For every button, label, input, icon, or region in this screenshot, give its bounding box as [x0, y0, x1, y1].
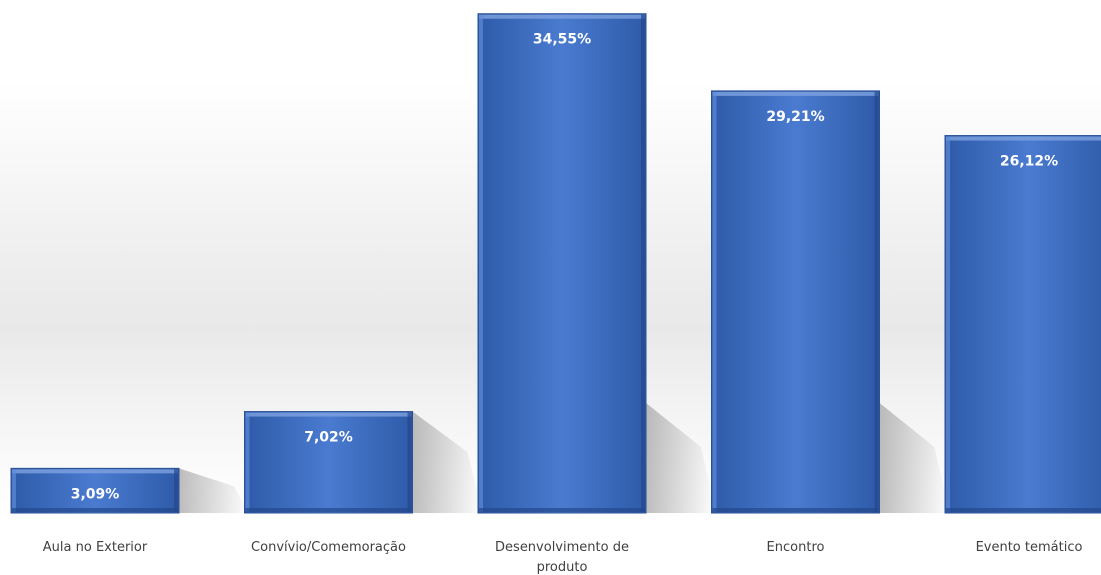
bar-2	[244, 411, 413, 514]
bar-1	[10, 467, 180, 514]
bar-5	[944, 135, 1101, 514]
category-label-3: Desenvolvimento de produto	[495, 540, 629, 575]
category-label-2: Convívio/Comemoração	[251, 540, 406, 555]
bar-3-shadow	[646, 403, 716, 513]
data-label-3: 34,55%	[533, 32, 591, 48]
category-label-1: Aula no Exterior	[43, 540, 148, 555]
bar-4-shadow	[879, 403, 950, 513]
category-label-5: Evento temático	[976, 540, 1083, 555]
bar-shadows	[179, 403, 950, 513]
bar-2-shadow	[412, 411, 483, 513]
bar-1-shadow	[179, 468, 249, 513]
category-labels: Aula no Exterior Convívio/Comemoração Dese…	[43, 540, 1083, 575]
bar-4	[711, 90, 880, 514]
data-label-1: 3,09%	[71, 486, 120, 502]
data-label-2: 7,02%	[304, 430, 353, 446]
data-label-4: 29,21%	[766, 109, 824, 125]
bar-3	[477, 13, 647, 514]
data-label-5: 26,12%	[1000, 154, 1058, 170]
category-label-4: Encontro	[767, 540, 825, 555]
data-labels: 3,09% 7,02% 34,55% 29,21% 26,12%	[71, 32, 1058, 503]
bars	[10, 13, 1101, 514]
